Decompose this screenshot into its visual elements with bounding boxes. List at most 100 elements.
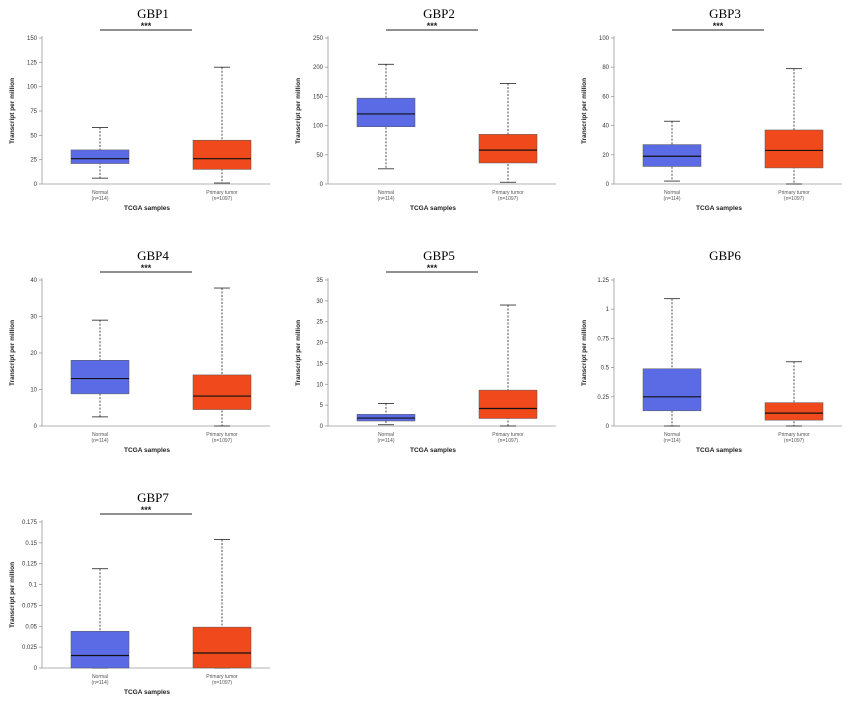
chart-title: GBP2: [423, 6, 455, 21]
boxplot-gbp7: GBP7 0 0.025 0.05 0.075 0.1 0.125 0.15 0.175 Tran…: [9, 490, 270, 696]
box-primary-tumor: [764, 361, 824, 427]
significance-marker: ***: [141, 21, 152, 31]
y-axis-label: Transcript per million: [295, 320, 302, 386]
boxplot-gbp6: GBP6 0 0.25 0.5 0.75 1 1.25 Transcript per mill…: [581, 248, 842, 454]
y-axis-label: Transcript per million: [9, 78, 16, 144]
y-tick-label: 0.75: [597, 336, 609, 342]
box-normal: [642, 120, 702, 182]
significance-marker: ***: [427, 263, 438, 273]
y-tick-label: 25: [30, 158, 37, 164]
category-label: Primary tumor: [492, 432, 524, 438]
box-primary-tumor: [478, 304, 538, 427]
y-tick-label: 0: [34, 424, 38, 430]
significance-marker: ***: [141, 263, 152, 273]
box-normal: [356, 63, 416, 170]
y-axis-label: Transcript per million: [581, 78, 588, 144]
chart-title: GBP4: [137, 248, 169, 263]
chart-title: GBP1: [137, 6, 169, 21]
category-label: Primary tumor: [778, 432, 810, 438]
y-tick-label: 25: [316, 320, 323, 326]
sample-count-label: (n=114): [377, 196, 394, 202]
category-label: Normal: [664, 432, 680, 438]
chart-title: GBP5: [423, 248, 455, 263]
y-axis-label: Transcript per million: [581, 320, 588, 386]
y-tick-label: 40: [602, 124, 609, 130]
x-axis-label: TCGA samples: [410, 447, 456, 454]
y-tick-label: 20: [316, 341, 323, 347]
y-tick-label: 10: [316, 382, 323, 388]
box-primary-tumor: [764, 68, 824, 185]
box-primary-tumor: [192, 66, 252, 184]
significance-marker: ***: [427, 21, 438, 31]
sample-count-label: (n=114): [91, 438, 108, 444]
boxplot-gbp1: GBP1 0 25 50 75 100 125 150 Transcript per milli…: [9, 6, 270, 212]
category-label: Normal: [92, 432, 108, 438]
iqr-box: [764, 402, 824, 421]
boxplot-gbp5: GBP5 0 5 10 15 20 25 30 35 Transcript per million…: [295, 248, 556, 454]
y-tick-label: 0.05: [25, 624, 37, 630]
y-tick-label: 0.15: [25, 541, 37, 547]
iqr-box: [70, 631, 130, 669]
sample-count-label: (n=114): [663, 438, 680, 444]
box-normal: [70, 127, 130, 179]
y-tick-label: 30: [316, 299, 323, 305]
iqr-box: [192, 139, 252, 170]
y-tick-label: 1.25: [597, 278, 609, 284]
chart-title: GBP7: [137, 490, 169, 505]
sample-count-label: (n=1097): [784, 196, 804, 202]
sample-count-label: (n=1097): [498, 438, 518, 444]
y-tick-label: 35: [316, 278, 323, 284]
iqr-box: [192, 626, 252, 669]
sample-count-label: (n=1097): [784, 438, 804, 444]
chart-title: GBP6: [709, 248, 741, 263]
y-tick-label: 60: [602, 94, 609, 100]
iqr-box: [642, 144, 702, 167]
iqr-box: [642, 368, 702, 412]
box-normal: [642, 298, 702, 427]
sample-count-label: (n=114): [377, 438, 394, 444]
x-axis-label: TCGA samples: [124, 205, 170, 212]
box-normal: [70, 319, 130, 418]
category-label: Primary tumor: [206, 190, 238, 196]
y-tick-label: 0.1: [29, 583, 38, 589]
x-axis-label: TCGA samples: [410, 205, 456, 212]
y-tick-label: 0.175: [22, 520, 38, 526]
iqr-box: [70, 360, 130, 395]
iqr-box: [478, 389, 538, 419]
y-tick-label: 150: [27, 36, 38, 42]
x-axis-label: TCGA samples: [124, 447, 170, 454]
category-label: Normal: [92, 674, 108, 680]
boxplot-gbp4: GBP4 0 10 20 30 40 Transcript per million Norma…: [9, 248, 270, 454]
y-tick-label: 0: [606, 182, 610, 188]
y-tick-label: 0: [320, 424, 324, 430]
y-tick-label: 15: [316, 361, 323, 367]
category-label: Normal: [664, 190, 680, 196]
iqr-box: [70, 149, 130, 164]
box-primary-tumor: [478, 83, 538, 183]
iqr-box: [356, 97, 416, 128]
x-axis-label: TCGA samples: [696, 205, 742, 212]
y-tick-label: 1: [606, 307, 610, 313]
y-tick-label: 50: [30, 133, 37, 139]
y-tick-label: 250: [313, 36, 324, 42]
y-tick-label: 75: [30, 109, 37, 115]
y-tick-label: 0.5: [601, 366, 610, 372]
significance-marker: ***: [141, 505, 152, 515]
y-axis-label: Transcript per million: [295, 78, 302, 144]
y-tick-label: 100: [599, 36, 610, 42]
y-tick-label: 200: [313, 65, 324, 71]
chart-title: GBP3: [709, 6, 741, 21]
category-label: Primary tumor: [492, 190, 524, 196]
box-normal: [70, 568, 130, 669]
y-tick-label: 150: [313, 94, 324, 100]
sample-count-label: (n=1097): [212, 196, 232, 202]
y-tick-label: 0.025: [22, 645, 38, 651]
y-tick-label: 100: [313, 124, 324, 130]
x-axis-label: TCGA samples: [696, 447, 742, 454]
y-tick-label: 0: [34, 182, 38, 188]
y-tick-label: 20: [30, 351, 37, 357]
iqr-box: [764, 129, 824, 169]
category-label: Normal: [92, 190, 108, 196]
boxplot-gbp3: GBP3 0 20 40 60 80 100 Transcript per million No…: [581, 6, 842, 212]
sample-count-label: (n=1097): [212, 438, 232, 444]
